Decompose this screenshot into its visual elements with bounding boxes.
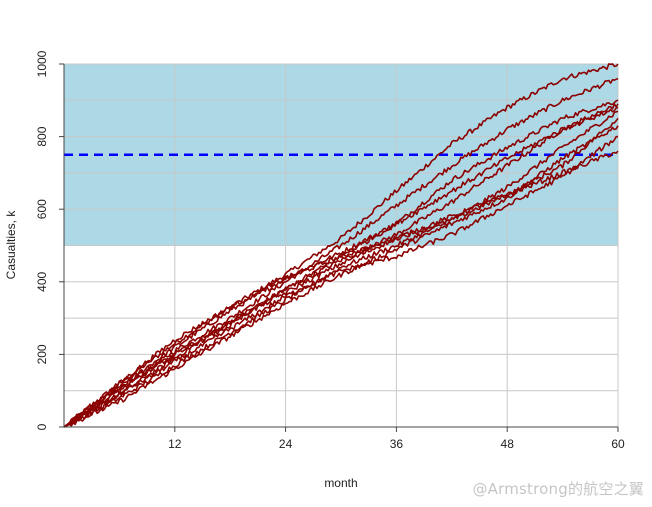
x-tick-label: 60: [611, 437, 625, 451]
y-axis-title: Casualties, k: [4, 210, 18, 280]
x-tick-label: 48: [501, 437, 515, 451]
x-axis-title: month: [324, 476, 357, 490]
y-tick-label: 200: [35, 344, 49, 364]
series-line-9: [63, 135, 619, 428]
series-line-10: [63, 103, 619, 428]
y-tick-label: 0: [35, 423, 49, 430]
y-tick-label: 400: [35, 271, 49, 291]
y-tick-label: 600: [35, 199, 49, 219]
y-tick-label: 800: [35, 126, 49, 146]
watermark-text: @Armstrong的航空之翼: [472, 480, 644, 498]
x-tick-label: 36: [390, 437, 404, 451]
series-line-5: [63, 110, 619, 428]
series-line-1: [63, 63, 619, 428]
series-line-8: [63, 150, 619, 428]
series-line-7: [63, 125, 619, 428]
series-line-2: [63, 77, 619, 428]
y-tick-label: 1000: [35, 50, 49, 77]
x-tick-label: 12: [168, 437, 182, 451]
series-layer: [63, 63, 619, 428]
x-tick-label: 24: [279, 437, 293, 451]
